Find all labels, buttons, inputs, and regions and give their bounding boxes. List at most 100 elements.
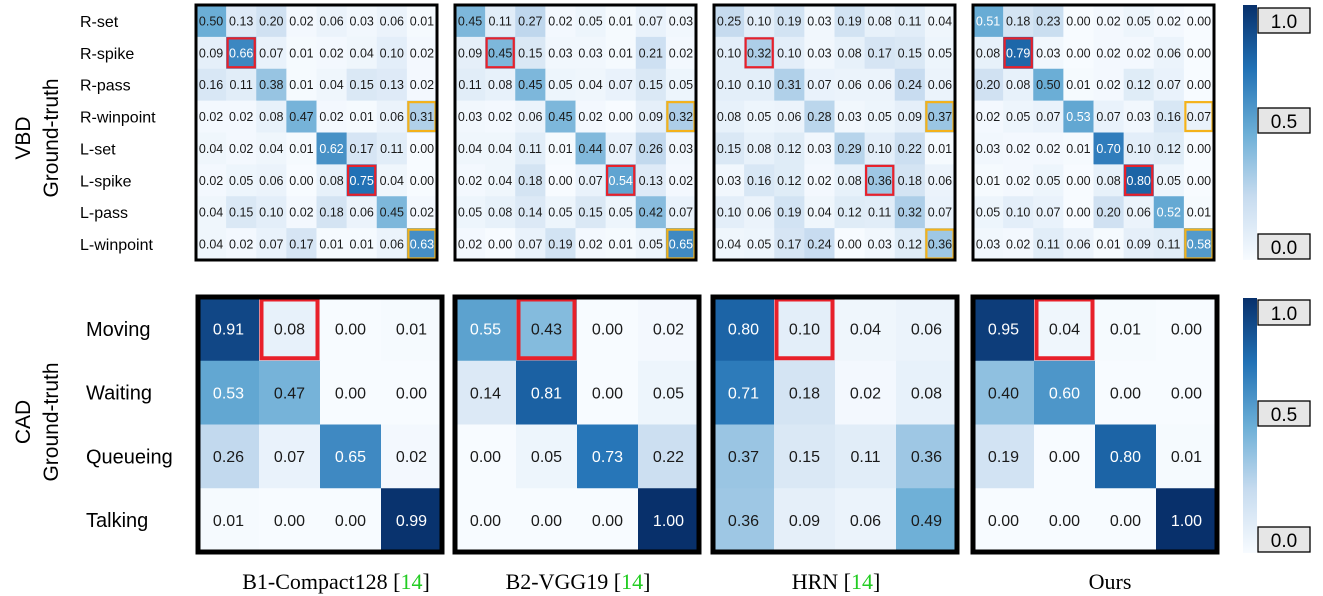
cell-value-label: 0.00	[1171, 322, 1202, 339]
heatmap-cell	[1123, 100, 1155, 133]
highlight-box-red	[347, 164, 377, 196]
cell-value-label: 0.10	[717, 206, 741, 220]
heatmap-cell	[1033, 164, 1064, 197]
heatmap-cell	[381, 424, 443, 489]
cell-value-label: 0.06	[850, 513, 881, 530]
cell-value-label: 0.24	[807, 238, 831, 252]
heatmap-cell	[316, 132, 348, 165]
cell-value-label: 0.18	[1006, 14, 1030, 28]
vbd-colorbar-max-label: 1.0	[1271, 12, 1297, 33]
cell-value-label: 0.13	[639, 174, 663, 188]
cad-heatmap-ours: 0.95 0.04 0.01 0.00 0.40 0.60 0.00 0.00 0.19 0.00…	[970, 294, 1220, 555]
cell-value-label: 0.05	[229, 174, 253, 188]
heatmap-cell	[1033, 196, 1064, 229]
heatmap-cell	[320, 424, 382, 489]
heatmap-cell	[864, 36, 896, 70]
cell-value-label: 0.32	[747, 46, 771, 60]
heatmap-cell	[714, 100, 745, 133]
cell-value-label: 0.07	[928, 206, 952, 220]
cell-value-label: 0.80	[1110, 449, 1141, 466]
heatmap-cell	[864, 100, 896, 133]
cell-value-label: 0.02	[458, 174, 482, 188]
cad-class-label: Talking	[86, 510, 148, 532]
cell-value-label: 0.10	[1006, 206, 1030, 220]
cell-value-label: 0.20	[976, 78, 1000, 92]
heatmap-cell	[635, 132, 667, 165]
cell-value-label: 0.14	[518, 206, 542, 220]
cell-value-label: 0.45	[380, 206, 404, 220]
heatmap-cell	[346, 100, 378, 133]
cell-value-label: 0.01	[609, 14, 633, 28]
cell-value-label: 0.05	[868, 110, 892, 124]
heatmap-cell	[1063, 132, 1094, 165]
heatmap-cell	[286, 68, 317, 102]
cell-value-label: 0.03	[669, 14, 693, 28]
heatmap-cell	[1063, 196, 1094, 229]
heatmap-cell	[376, 5, 408, 38]
heatmap-cell	[1093, 5, 1125, 38]
heatmap-cell	[924, 100, 956, 133]
cell-value-label: 0.17	[777, 238, 801, 252]
heatmap-cell	[774, 360, 836, 425]
cell-value-label: 0.09	[639, 110, 663, 124]
cell-value-label: 0.00	[1066, 206, 1090, 220]
heatmap-cell	[973, 228, 1004, 261]
cell-value-label: 0.10	[747, 14, 771, 28]
heatmap-cell	[455, 36, 486, 70]
heatmap-cell	[545, 68, 576, 102]
heatmap-cell	[256, 164, 287, 197]
cell-value-label: 0.18	[518, 174, 542, 188]
heatmap-cell	[1033, 36, 1064, 70]
cell-value-label: 0.17	[868, 46, 892, 60]
caption-b2: B2-VGG19 [14]	[506, 569, 651, 594]
cell-value-label: 0.00	[1187, 174, 1211, 188]
heatmap-cell	[196, 132, 227, 165]
cell-value-label: 0.10	[868, 142, 892, 156]
heatmap-cell	[804, 68, 835, 102]
cell-value-label: 0.11	[458, 78, 481, 92]
cell-value-label: 0.06	[837, 78, 861, 92]
cell-value-label: 0.02	[1096, 14, 1120, 28]
vbd-class-label: R-spike	[80, 46, 134, 63]
cell-value-label: 0.00	[1187, 46, 1211, 60]
cell-value-label: 0.03	[807, 142, 831, 156]
cell-value-label: 0.01	[350, 238, 374, 252]
heatmap-cell	[1153, 164, 1185, 197]
cell-value-label: 0.25	[717, 14, 741, 28]
cad-heatmap-b1-compact128: 0.91 0.08 0.00 0.01 0.53 0.47 0.00 0.00 0.26 0.07…	[195, 294, 445, 555]
heatmap-cell	[516, 424, 578, 489]
cad-dataset-label: CAD	[12, 400, 35, 444]
cell-value-label: 0.11	[1157, 238, 1180, 252]
heatmap-cell	[924, 164, 956, 197]
cell-value-label: 0.05	[548, 206, 572, 220]
heatmap-cell	[226, 196, 257, 229]
heatmap-cell	[635, 100, 667, 133]
heatmap-cell	[545, 164, 576, 197]
heatmap-cell	[320, 488, 382, 553]
cell-value-label: 0.06	[1127, 206, 1151, 220]
heatmap-cell	[1153, 196, 1185, 229]
cell-value-label: 0.50	[199, 14, 223, 28]
heatmap-cell	[226, 68, 257, 102]
cell-value-label: 0.02	[850, 385, 881, 402]
heatmap-cell	[1153, 132, 1185, 165]
heatmap-cell	[545, 100, 576, 133]
heatmap-cell	[485, 196, 516, 229]
cell-value-label: 0.05	[531, 449, 562, 466]
heatmap-cell	[256, 196, 287, 229]
cell-value-label: 0.10	[717, 78, 741, 92]
cell-value-label: 0.75	[350, 174, 374, 188]
heatmap-cell	[1063, 5, 1094, 38]
heatmap-cell	[1003, 100, 1034, 133]
cell-value-label: 0.15	[717, 142, 741, 156]
heatmap-cell	[256, 228, 287, 261]
cell-value-label: 0.02	[1096, 78, 1120, 92]
cell-value-label: 0.60	[1049, 385, 1080, 402]
cell-value-label: 0.05	[1006, 110, 1030, 124]
heatmap-cell	[381, 297, 443, 362]
cell-value-label: 0.07	[259, 238, 283, 252]
cell-value-label: 0.06	[319, 14, 343, 28]
cell-value-label: 0.00	[592, 513, 623, 530]
heatmap-cell	[973, 360, 1035, 425]
cell-value-label: 0.21	[639, 46, 663, 60]
